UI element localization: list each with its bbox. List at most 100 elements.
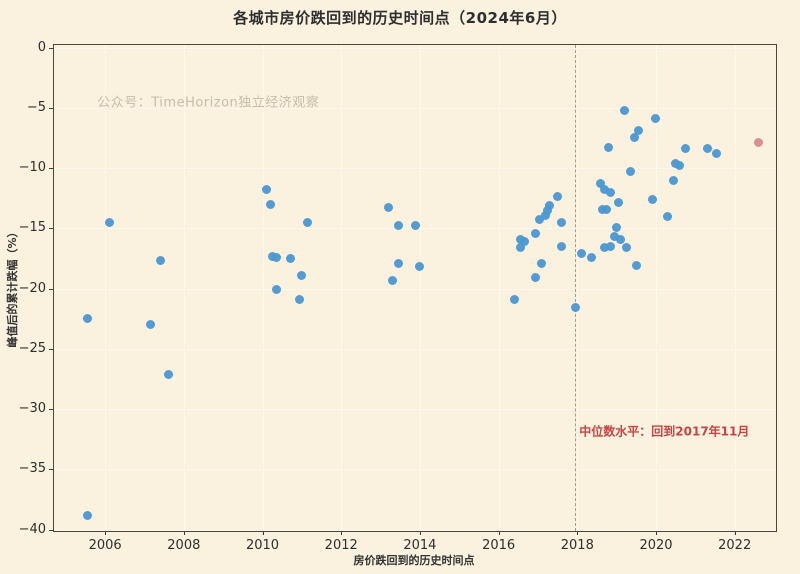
data-point: [570, 303, 580, 313]
data-point: [265, 199, 275, 209]
y-gridline: [54, 469, 776, 471]
x-gridline: [498, 45, 500, 531]
data-point: [631, 261, 641, 271]
y-tick-label: −30: [18, 401, 46, 417]
x-gridline: [419, 45, 421, 531]
data-point: [515, 243, 525, 253]
y-gridline: [54, 529, 776, 531]
data-point: [393, 258, 403, 268]
data-point: [145, 320, 155, 330]
x-tick-mark: [183, 531, 185, 535]
chart-title: 各城市房价跌回到的历史时间点（2024年6月）: [233, 9, 567, 27]
x-tick-label: 2006: [88, 538, 122, 553]
data-point: [600, 185, 610, 195]
x-gridline: [734, 45, 736, 531]
data-point: [261, 185, 271, 195]
data-point: [629, 133, 639, 143]
data-point: [647, 194, 657, 204]
data-point: [621, 243, 631, 253]
x-tick-label: 2008: [167, 538, 201, 553]
x-tick-mark: [419, 531, 421, 535]
x-tick-mark: [655, 531, 657, 535]
y-tick-label: −5: [26, 99, 46, 115]
data-point: [295, 294, 305, 304]
data-point: [553, 192, 563, 202]
data-point: [576, 249, 586, 259]
y-tick-label: −35: [18, 461, 46, 477]
data-point: [82, 314, 92, 324]
data-point: [271, 285, 281, 295]
x-tick-label: 2016: [482, 538, 516, 553]
data-point: [163, 369, 173, 379]
data-point: [519, 237, 529, 247]
data-point: [557, 241, 567, 251]
data-point: [303, 217, 313, 227]
data-point: [155, 256, 165, 266]
data-point: [675, 161, 685, 171]
data-point: [669, 175, 679, 185]
data-point: [606, 187, 616, 197]
y-tick-label: −10: [18, 160, 46, 176]
data-point: [545, 200, 555, 210]
data-point: [612, 222, 622, 232]
y-tick-label: −25: [18, 340, 46, 356]
data-point: [271, 252, 281, 262]
data-point: [543, 205, 553, 215]
data-point: [604, 143, 614, 153]
x-tick-mark: [341, 531, 343, 535]
data-point: [531, 273, 541, 283]
x-tick-label: 2014: [403, 538, 437, 553]
data-point: [383, 203, 393, 213]
y-tick-mark: [49, 107, 53, 109]
data-point: [633, 126, 643, 136]
highlight-data-point: [753, 138, 763, 148]
x-tick-mark: [498, 531, 500, 535]
data-point: [596, 179, 606, 189]
data-point: [712, 149, 722, 159]
y-gridline: [54, 168, 776, 170]
data-point: [681, 144, 690, 154]
y-tick-mark: [49, 469, 53, 471]
x-gridline: [183, 45, 185, 531]
median-reference-line: [575, 45, 577, 531]
y-tick-label: −40: [18, 521, 46, 537]
y-tick-label: −15: [18, 220, 46, 236]
watermark-text: 公众号：TimeHorizon独立经济观察: [97, 95, 320, 111]
y-tick-mark: [49, 409, 53, 411]
x-tick-label: 2020: [639, 538, 673, 553]
x-gridline: [262, 45, 264, 531]
plot-area: 2006 2008 2010 2012 2014 2016 2018 2020 2022 0 −5 −…: [19, 40, 777, 553]
y-gridline: [54, 107, 776, 109]
data-point: [602, 204, 612, 214]
median-annotation: 中位数水平：回到2017年11月: [579, 424, 750, 439]
data-point: [285, 253, 295, 263]
x-gridline: [655, 45, 657, 531]
data-point: [600, 243, 610, 253]
x-tick-mark: [577, 531, 579, 535]
x-tick-mark: [262, 531, 264, 535]
x-gridline: [105, 45, 107, 531]
y-gridline: [54, 288, 776, 290]
y-tick-mark: [49, 288, 53, 290]
data-point: [625, 167, 635, 177]
x-tick-label: 2022: [718, 538, 752, 553]
data-point: [297, 270, 307, 280]
data-point: [411, 221, 421, 231]
y-tick-mark: [49, 228, 53, 230]
y-tick-mark: [49, 529, 53, 531]
y-tick-label: −20: [18, 280, 46, 296]
data-point: [702, 144, 712, 154]
data-point: [387, 275, 397, 285]
data-point: [509, 294, 519, 304]
y-gridline: [54, 348, 776, 350]
y-tick-mark: [49, 348, 53, 350]
data-point: [393, 221, 403, 231]
data-point: [620, 105, 630, 115]
data-point: [415, 262, 425, 272]
data-point: [616, 234, 626, 244]
y-gridline: [54, 409, 776, 411]
data-point: [535, 215, 545, 225]
y-tick-label: 0: [37, 39, 46, 55]
